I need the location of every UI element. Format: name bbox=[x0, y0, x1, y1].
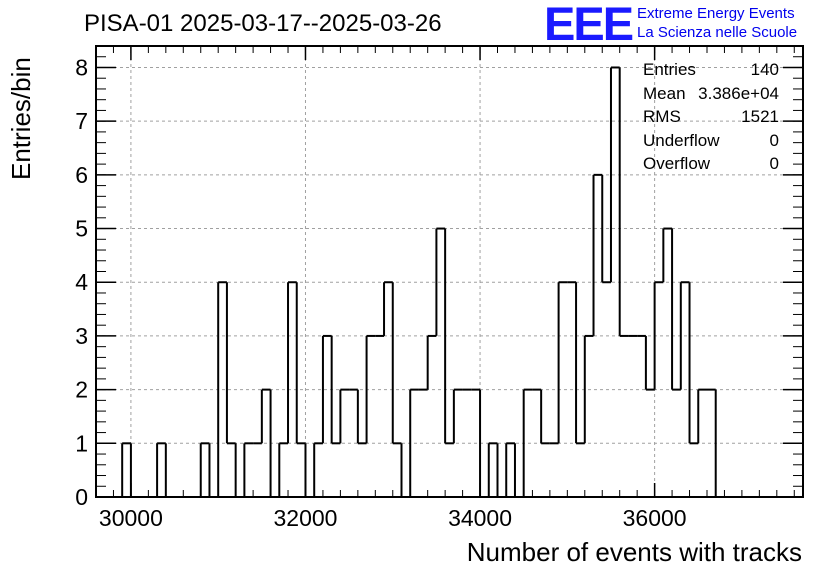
histogram-bin bbox=[505, 442, 515, 497]
histogram-bin bbox=[575, 282, 585, 445]
histogram-bin bbox=[557, 281, 568, 444]
histogram-bin bbox=[426, 334, 437, 390]
stat-underflow: Underflow 0 bbox=[643, 131, 779, 155]
histogram-bin bbox=[583, 334, 594, 444]
histogram-bars bbox=[121, 66, 717, 497]
x-tick-label: 32000 bbox=[273, 505, 337, 531]
histogram-bin bbox=[339, 388, 350, 444]
logo-line-2: La Scienza nelle Scuole bbox=[637, 24, 798, 41]
histogram-bin bbox=[287, 281, 297, 444]
stat-entries: Entries 140 bbox=[643, 60, 779, 84]
logo-caption: Extreme Energy Events La Scienza nelle S… bbox=[637, 4, 797, 42]
histogram-bin bbox=[671, 228, 681, 391]
histogram-bin bbox=[199, 442, 210, 497]
histogram-bin bbox=[330, 335, 341, 445]
histogram-bin bbox=[662, 227, 673, 283]
histogram-bin bbox=[321, 334, 332, 444]
y-tick-label: 1 bbox=[75, 430, 88, 456]
logo-line-1: Extreme Energy Events bbox=[637, 5, 795, 22]
histogram-bin bbox=[688, 282, 699, 445]
histogram-bin bbox=[225, 282, 236, 445]
x-tick-label: 34000 bbox=[448, 505, 512, 531]
y-tick-label: 6 bbox=[75, 162, 88, 188]
axis-ticks bbox=[95, 46, 803, 498]
histogram-bin bbox=[278, 442, 289, 497]
axis-tick-labels: 0 1 2 3 4 5 6 7 8 30000 32000 34000 36000 bbox=[75, 54, 686, 531]
y-tick-label: 5 bbox=[75, 216, 88, 242]
stat-label: Mean bbox=[643, 83, 686, 103]
y-axis-label: Entries/bin bbox=[6, 57, 36, 180]
histogram-bin bbox=[679, 281, 690, 390]
histogram-bin bbox=[391, 282, 402, 445]
chart-title: PISA-01 2025-03-17--2025-03-26 bbox=[84, 10, 442, 37]
y-tick-label: 4 bbox=[75, 269, 88, 295]
histogram-bin bbox=[356, 389, 367, 445]
y-tick-label: 2 bbox=[75, 377, 88, 403]
stat-value: 3.386e+04 bbox=[698, 83, 779, 103]
histogram-bin bbox=[295, 282, 306, 445]
stat-mean: Mean 3.386e+04 bbox=[643, 84, 779, 108]
histogram-bin bbox=[383, 281, 393, 336]
histogram-bin bbox=[653, 281, 664, 390]
stat-label: RMS bbox=[643, 107, 681, 126]
histogram-bin bbox=[452, 388, 463, 444]
y-tick-label: 0 bbox=[75, 484, 88, 510]
histogram-bin bbox=[601, 174, 611, 284]
stat-value: 0 bbox=[769, 130, 779, 150]
stats-box: Entries 140 Mean 3.386e+04 RMS 1521 Unde… bbox=[643, 60, 779, 178]
histogram-bin bbox=[156, 442, 166, 497]
histogram-bin bbox=[540, 389, 550, 445]
stat-overflow: Overflow 0 bbox=[643, 154, 779, 178]
y-tick-label: 8 bbox=[75, 54, 88, 80]
stat-value: 140 bbox=[750, 60, 779, 79]
histogram-bin bbox=[217, 281, 227, 497]
y-tick-label: 3 bbox=[75, 323, 88, 349]
stat-value: 0 bbox=[769, 154, 779, 173]
histogram-bin bbox=[618, 67, 629, 337]
histogram-bin bbox=[609, 66, 620, 283]
histogram-bin bbox=[592, 173, 603, 336]
histogram-bin bbox=[487, 442, 498, 497]
stat-rms: RMS 1521 bbox=[643, 107, 779, 131]
histogram-bin bbox=[243, 442, 254, 497]
x-tick-label: 36000 bbox=[623, 505, 687, 531]
x-axis-label: Number of events with tracks bbox=[466, 537, 802, 567]
histogram-bin bbox=[644, 335, 655, 391]
histogram-bin bbox=[121, 442, 131, 497]
eee-logo: EEE bbox=[544, 0, 634, 50]
histogram-bin bbox=[365, 334, 376, 444]
stat-label: Entries bbox=[643, 60, 696, 79]
y-tick-label: 7 bbox=[75, 108, 88, 134]
stat-label: Overflow bbox=[643, 154, 711, 173]
histogram-bin bbox=[435, 227, 446, 336]
histogram-bin bbox=[409, 388, 419, 497]
histogram-bin bbox=[697, 388, 707, 444]
stat-label: Underflow bbox=[643, 130, 720, 150]
histogram-bin bbox=[313, 442, 323, 497]
x-tick-label: 30000 bbox=[99, 505, 163, 531]
histogram-bin bbox=[444, 228, 454, 445]
histogram-bin bbox=[260, 388, 271, 444]
stat-value: 1521 bbox=[741, 107, 779, 126]
histogram-bin bbox=[522, 388, 533, 497]
